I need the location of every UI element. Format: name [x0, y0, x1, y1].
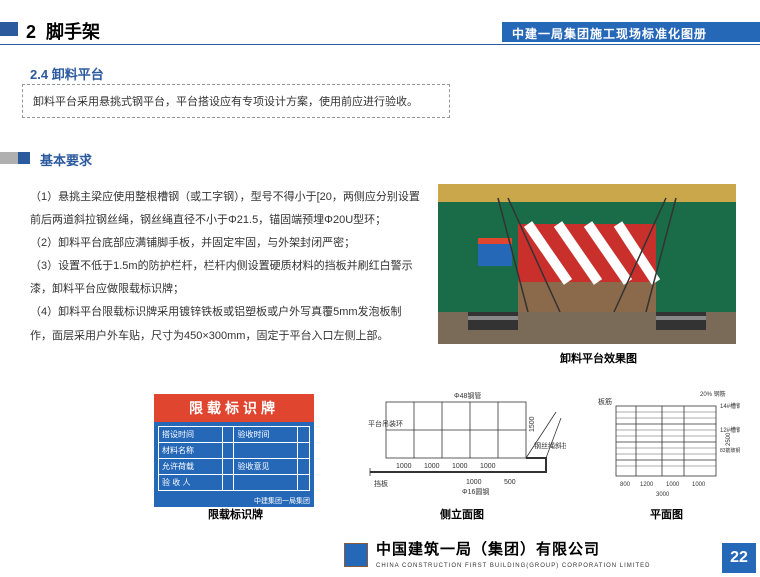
- svg-text:2500: 2500: [726, 432, 732, 446]
- svg-text:3000: 3000: [656, 492, 670, 498]
- photo-rendering: [438, 184, 736, 344]
- divider: [0, 44, 760, 45]
- svg-text:83筋玻钢板与槽钢焊接: 83筋玻钢板与槽钢焊接: [720, 447, 740, 454]
- requirements-body: （1）悬挑主梁应使用整根槽钢（或工字钢），型号不得小于[20，两侧应分别设置前后…: [30, 186, 422, 348]
- intro-box: 卸料平台采用悬挑式钢平台，平台搭设应有专项设计方案，使用前应进行验收。: [22, 84, 450, 118]
- requirements-title: 基本要求: [40, 150, 92, 169]
- svg-text:挡板: 挡板: [374, 479, 388, 488]
- chapter-title: 2 脚手架: [26, 18, 100, 44]
- page-number: 22: [722, 543, 756, 573]
- svg-text:Φ48钢管: Φ48钢管: [454, 391, 481, 400]
- req-accent2: [18, 152, 30, 164]
- svg-text:Φ16圆钢: Φ16圆钢: [462, 487, 489, 496]
- svg-text:平台吊装环: 平台吊装环: [368, 419, 403, 428]
- svg-text:1000: 1000: [424, 463, 440, 470]
- svg-text:1000: 1000: [692, 482, 706, 488]
- svg-text:14#槽钢: 14#槽钢: [720, 402, 740, 410]
- load-sign: 限载标识牌 搭设时间验收时间材料名称允许荷载验收意见验 收 人 中建集团一局集团: [154, 394, 314, 496]
- svg-text:1500: 1500: [529, 416, 536, 432]
- photo-caption: 卸料平台效果图: [560, 350, 637, 366]
- svg-text:1000: 1000: [452, 463, 468, 470]
- sign-table: 搭设时间验收时间材料名称允许荷载验收意见验 收 人: [158, 426, 310, 491]
- company-name: 中国建筑一局（集团）有限公司: [376, 538, 600, 559]
- sign-caption: 限载标识牌: [208, 506, 263, 522]
- subsection-title: 2.4 卸料平台: [30, 64, 104, 83]
- company-name-en: CHINA CONSTRUCTION FIRST BUILDING(GROUP)…: [376, 563, 650, 569]
- svg-text:钢丝绳斜拉环: 钢丝绳斜拉环: [534, 441, 566, 450]
- svg-text:1200: 1200: [640, 482, 654, 488]
- elevation-caption: 侧立面图: [440, 506, 484, 522]
- accent-bar-left: [0, 22, 18, 36]
- plan-diagram: 板筋 20% 钢筋 14#槽钢 12#槽钢 83筋玻钢板与槽钢焊接 800 12…: [596, 388, 740, 504]
- footer: 中国建筑一局（集团）有限公司 CHINA CONSTRUCTION FIRST …: [0, 537, 760, 573]
- svg-text:1000: 1000: [396, 463, 412, 470]
- svg-text:1000: 1000: [480, 463, 496, 470]
- header-ribbon: 中建一局集团施工现场标准化图册: [502, 22, 760, 42]
- req-accent1: [0, 152, 18, 164]
- company-logo: [344, 543, 368, 567]
- elevation-diagram: Φ48钢管 平台吊装环 钢丝绳斜拉环 挡板 Φ16圆钢 1000 1000 10…: [366, 388, 566, 504]
- svg-text:20% 钢筋: 20% 钢筋: [700, 390, 726, 398]
- sign-title: 限载标识牌: [154, 394, 314, 422]
- svg-text:1000: 1000: [466, 479, 482, 486]
- svg-text:板筋: 板筋: [598, 397, 612, 406]
- svg-text:1000: 1000: [666, 482, 680, 488]
- plan-caption: 平面图: [650, 506, 683, 522]
- svg-text:500: 500: [504, 479, 516, 486]
- svg-text:800: 800: [620, 482, 631, 488]
